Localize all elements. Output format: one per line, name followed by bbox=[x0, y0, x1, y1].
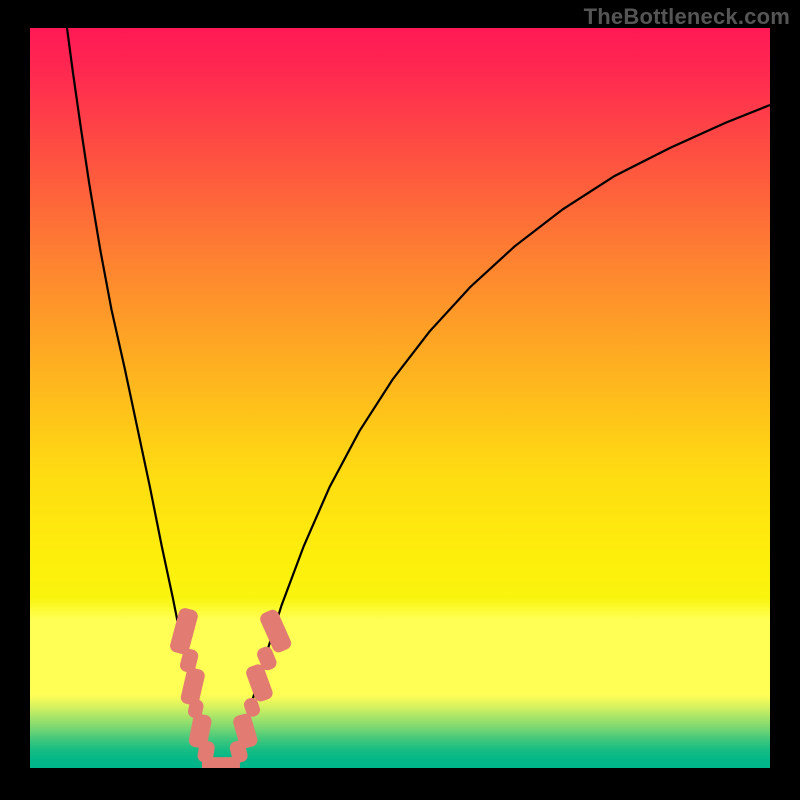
chart-outer-frame: TheBottleneck.com bbox=[0, 0, 800, 800]
plot-area bbox=[30, 28, 770, 768]
valley-markers bbox=[169, 607, 292, 768]
valley-marker bbox=[169, 607, 198, 655]
curve-right-branch bbox=[230, 105, 770, 767]
watermark-text: TheBottleneck.com bbox=[584, 4, 790, 30]
curve-layer bbox=[30, 28, 770, 768]
valley-marker bbox=[259, 608, 293, 653]
